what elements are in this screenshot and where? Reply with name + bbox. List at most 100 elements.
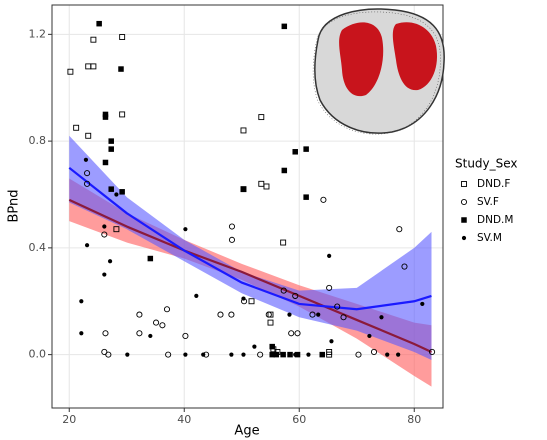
point xyxy=(334,303,341,310)
point xyxy=(194,293,199,299)
y-tick-label: 0.0 xyxy=(29,348,47,361)
point xyxy=(280,351,286,358)
point xyxy=(159,322,166,329)
point xyxy=(367,333,372,339)
point xyxy=(96,20,102,27)
point xyxy=(429,348,436,356)
point xyxy=(73,124,80,131)
legend-label: SV.M xyxy=(477,232,502,244)
point xyxy=(329,339,334,344)
point xyxy=(288,330,295,337)
point xyxy=(461,217,467,223)
point xyxy=(183,352,188,357)
point xyxy=(240,127,247,134)
y-tick-label: 1.2 xyxy=(29,27,47,40)
point xyxy=(326,351,333,358)
point xyxy=(248,298,255,305)
point xyxy=(79,331,84,336)
point xyxy=(420,301,425,307)
x-tick-label: 60 xyxy=(292,413,306,426)
point xyxy=(461,235,467,241)
point xyxy=(136,311,143,318)
point xyxy=(292,292,299,299)
x-tick-label: 40 xyxy=(177,413,191,426)
fit-line xyxy=(68,166,432,311)
point xyxy=(217,311,224,318)
point xyxy=(182,332,189,339)
point xyxy=(84,170,91,177)
point xyxy=(241,296,246,301)
point xyxy=(183,227,188,232)
point xyxy=(102,330,109,337)
point xyxy=(101,231,108,238)
legend-label: DND.F xyxy=(477,178,510,190)
point xyxy=(67,68,74,75)
point xyxy=(370,348,378,356)
fits xyxy=(68,135,432,387)
legend-label: DND.M xyxy=(477,214,513,226)
point xyxy=(287,312,292,317)
point xyxy=(90,36,97,43)
point xyxy=(228,223,236,230)
point xyxy=(108,138,114,144)
point xyxy=(293,352,298,357)
point xyxy=(385,352,390,357)
point xyxy=(147,255,154,262)
point xyxy=(136,330,143,337)
point xyxy=(396,226,403,233)
point xyxy=(252,344,257,349)
point xyxy=(114,192,119,197)
point xyxy=(84,180,91,187)
point xyxy=(320,196,327,203)
point xyxy=(102,159,109,166)
brain-inset xyxy=(312,8,445,135)
point xyxy=(125,352,130,357)
y-tick-label: 0.4 xyxy=(29,241,47,254)
point xyxy=(269,343,275,350)
y-tick-label: 0.8 xyxy=(29,134,47,147)
point xyxy=(267,319,274,326)
point xyxy=(119,111,126,118)
point xyxy=(113,226,120,233)
y-axis-title: BPnd xyxy=(7,189,22,222)
point xyxy=(228,311,235,318)
point xyxy=(163,306,171,313)
point xyxy=(153,319,160,326)
point xyxy=(319,351,325,358)
point xyxy=(102,114,109,120)
legend-title: Study_Sex xyxy=(455,157,518,171)
point xyxy=(201,352,206,357)
point xyxy=(263,183,270,190)
point xyxy=(292,149,298,155)
point xyxy=(281,23,288,30)
legend: DND.F SV.F DND.M SV.M xyxy=(460,178,513,244)
point xyxy=(303,194,309,200)
point xyxy=(240,186,247,192)
point xyxy=(309,311,316,318)
point xyxy=(269,351,275,358)
plot-area: 20 40 60 80 0.0 0.4 0.8 1.2 xyxy=(29,4,444,426)
point xyxy=(83,157,89,162)
brain-region xyxy=(392,22,438,91)
point xyxy=(258,114,265,121)
point xyxy=(280,239,287,246)
point xyxy=(327,253,332,258)
point xyxy=(460,198,468,206)
point xyxy=(273,351,279,358)
point xyxy=(165,351,172,358)
point xyxy=(287,351,293,358)
point xyxy=(303,146,309,152)
point xyxy=(228,236,236,243)
point xyxy=(280,287,287,294)
brain-mesh xyxy=(312,11,441,135)
point xyxy=(401,263,408,270)
point xyxy=(241,352,246,357)
point xyxy=(108,186,114,192)
point xyxy=(105,351,112,358)
x-tick-label: 80 xyxy=(407,413,421,426)
point xyxy=(326,284,333,291)
point xyxy=(85,132,92,139)
point xyxy=(118,66,124,72)
point xyxy=(102,272,107,277)
point xyxy=(316,312,321,317)
